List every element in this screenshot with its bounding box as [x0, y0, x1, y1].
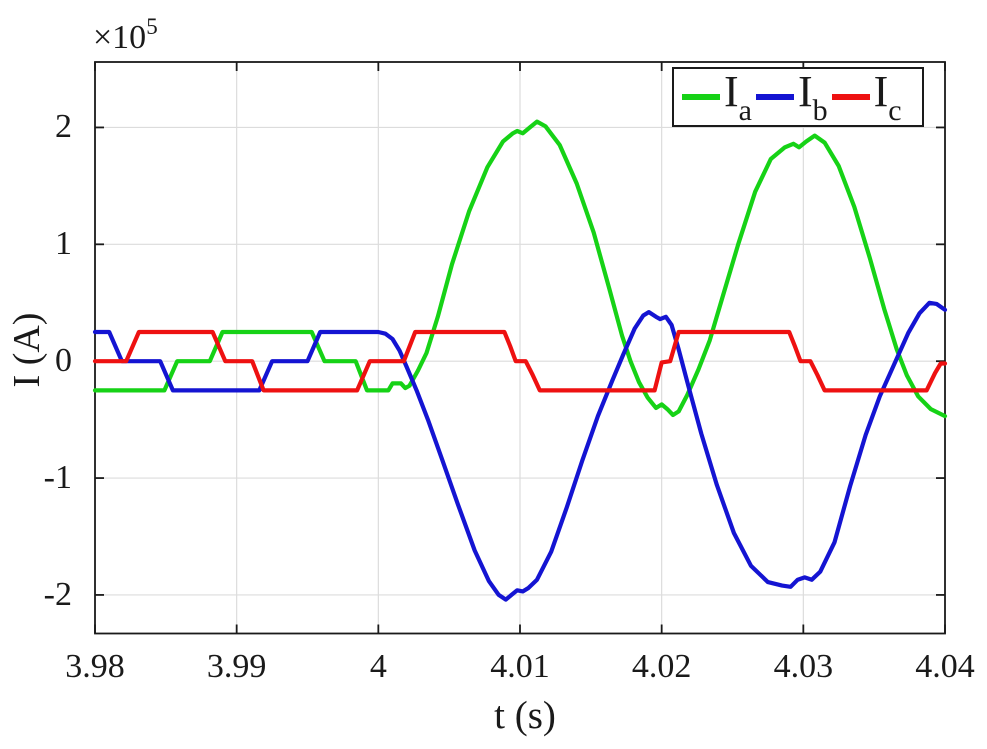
x-tick-label-4.03: 4.03	[773, 648, 834, 685]
offset-mantissa: ×10	[93, 19, 147, 56]
x-tick-label-4.02: 4.02	[631, 648, 692, 685]
x-axis-label: t (s)	[494, 694, 556, 737]
y-tick-label--2: -2	[43, 575, 72, 613]
series-line-I_b	[92, 300, 948, 602]
legend-sublabel-c: c	[888, 94, 902, 127]
legend-entry-Ib: Ib	[755, 70, 828, 126]
legend: Ia Ib Ic	[672, 67, 924, 127]
legend-sublabel-b: b	[812, 94, 828, 127]
legend-entry-Ic: Ic	[831, 70, 902, 126]
x-tick-label-4.01: 4.01	[490, 648, 550, 685]
legend-label-Ib: Ib	[797, 67, 828, 127]
y-axis-offset-label: ×105	[93, 14, 158, 57]
series-line-I_a	[92, 119, 948, 419]
x-tick-label-4.04: 4.04	[915, 648, 975, 685]
legend-label-Ia: Ia	[724, 67, 752, 127]
legend-swatch-Ib	[755, 94, 794, 100]
x-tick-label-3.98: 3.98	[65, 648, 125, 685]
axes-box	[94, 61, 946, 635]
legend-swatch-Ic	[831, 94, 870, 100]
legend-label-Ic: Ic	[873, 67, 902, 127]
legend-sublabel-a: a	[738, 94, 752, 127]
series-line-I_c	[92, 329, 948, 393]
y-tick-label--1: -1	[43, 459, 72, 497]
legend-swatch-Ia	[682, 94, 720, 100]
legend-entry-Ia: Ia	[682, 70, 752, 126]
x-tick-label-3.99: 3.99	[206, 648, 267, 685]
x-tick-label-4: 4	[369, 648, 387, 685]
offset-exponent: 5	[146, 14, 158, 39]
y-tick-label-2: 2	[55, 108, 72, 146]
y-tick-label-0: 0	[55, 342, 72, 380]
y-tick-label-1: 1	[55, 225, 72, 263]
